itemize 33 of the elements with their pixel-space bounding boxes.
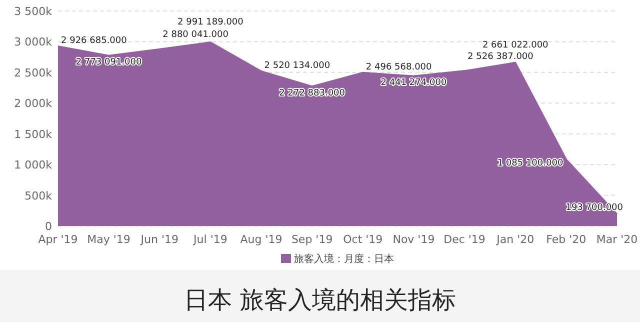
data-label: 2 520 134.000 <box>264 61 330 72</box>
y-tick-label: 2 500k <box>14 66 53 80</box>
y-tick-label: 0 <box>45 220 52 233</box>
data-label: 2 441 274.000 <box>380 78 447 88</box>
x-tick-label: Jul '19 <box>192 233 228 246</box>
x-tick-label: Jan '20 <box>496 233 534 246</box>
y-tick-label: 3 000k <box>14 36 53 49</box>
text: 日本 旅客入境的相关指标 <box>184 286 456 314</box>
x-tick-label: Mar '20 <box>596 233 638 246</box>
data-label: 2 926 685.000 <box>61 36 128 46</box>
x-tick-label: Dec '19 <box>444 233 486 246</box>
data-label: 2 773 091.000 <box>76 58 142 68</box>
x-tick-label: Apr '19 <box>38 233 78 246</box>
y-tick-label: 1 500k <box>14 128 53 141</box>
data-label: 2 496 568.000 <box>366 62 432 73</box>
x-tick-label: Oct '19 <box>343 233 383 246</box>
x-tick-label: Jun '19 <box>140 233 178 246</box>
data-label: 2 661 022.000 <box>482 40 549 51</box>
x-tick-label: Feb '20 <box>546 233 586 246</box>
y-tick-label: 500k <box>24 189 53 202</box>
data-label: 2 991 189.000 <box>178 17 244 28</box>
y-tick-label: 1 000k <box>14 158 53 172</box>
x-tick-label: Nov '19 <box>392 233 435 246</box>
y-tick-label: 3 500k <box>14 5 53 18</box>
x-tick-label: Sep '19 <box>291 233 333 246</box>
y-tick-label: 2 000k <box>14 97 53 110</box>
x-tick-label: May '19 <box>87 233 130 246</box>
data-label: 2 272 883.000 <box>279 88 346 98</box>
x-tick-label: Aug '19 <box>240 233 282 246</box>
data-label: 2 526 387.000 <box>468 52 534 62</box>
data-label: 1 085 100.000 <box>497 158 564 168</box>
data-label: 2 880 041.000 <box>162 30 229 40</box>
legend-label: 旅客入境：月度：日本 <box>294 253 394 265</box>
